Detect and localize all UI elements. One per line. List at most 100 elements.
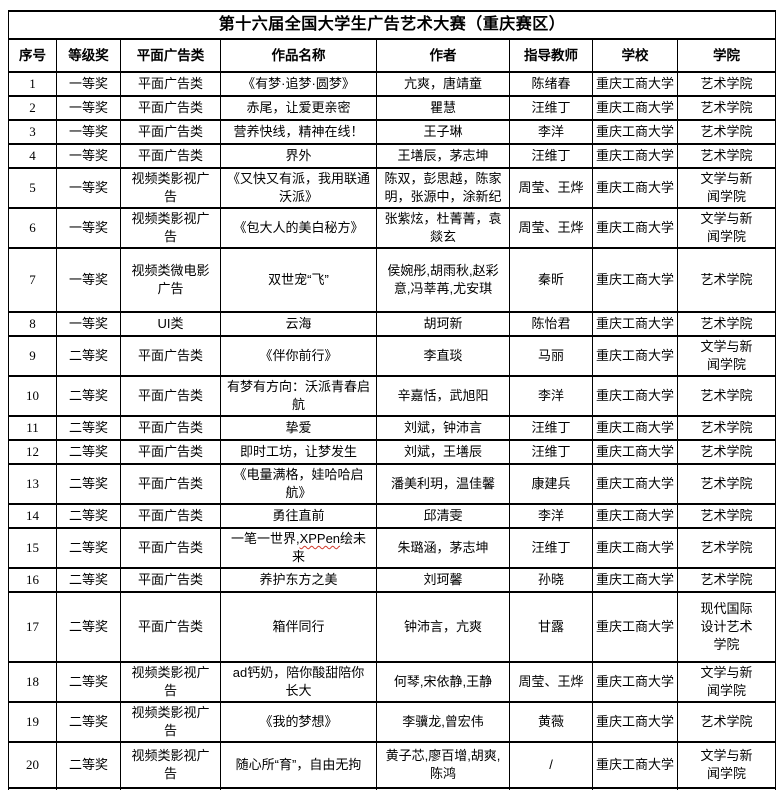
cell-authors: 陈双，彭思越，陈家明，张源中，涂新纪 [376,167,510,209]
cell-award: 一等奖 [56,95,121,121]
cell-advisor: 周莹、王烨 [509,207,593,249]
cell-award: 一等奖 [56,143,121,169]
cell-work: 养护东方之美 [220,567,377,593]
cell-category: 平面广告类 [120,95,221,121]
table-row: 5 一等奖 视频类影视广告 《又快又有派，我用联通沃派》 陈双，彭思越，陈家明，张源中，… [8,167,777,209]
cell-college: 艺术学院 [676,527,777,569]
table-row: 17 二等奖 平面广告类 箱伴同行 钟沛言，亢爽 甘露 重庆工商大学 现代国际设计艺术学院 [8,591,777,663]
cell-advisor: 李洋 [509,375,593,417]
table-row: 7 一等奖 视频类微电影广告 双世宠“飞” 侯婉彤,胡雨秋,赵彩意,冯莘苒,尤安琪 秦昕重… [8,247,777,313]
cell-no: 9 [8,335,57,377]
cell-award: 二等奖 [56,415,121,441]
cell-authors: 黄子芯,廖百增,胡爽,陈鸿 [376,741,510,789]
cell-advisor: 陈绪春 [509,71,593,97]
cell-school: 重庆工商大学 [592,207,678,249]
cell-category: 平面广告类 [120,567,221,593]
cell-advisor: 汪维丁 [509,95,593,121]
cell-advisor: 甘露 [509,591,593,663]
cell-work: 一笔一世界,XPPen绘未来 [220,527,377,569]
column-header-work: 作品名称 [220,38,377,73]
cell-authors: 何琴,宋依静,王静 [376,661,510,703]
cell-work: 随心所“育”，自由无拘 [220,741,377,789]
cell-category: 平面广告类 [120,375,221,417]
cell-school: 重庆工商大学 [592,375,678,417]
cell-no: 1 [8,71,57,97]
cell-authors: 亢爽，唐靖童 [376,71,510,97]
cell-no: 13 [8,463,57,505]
cell-school: 重庆工商大学 [592,503,678,529]
cell-award: 二等奖 [56,375,121,417]
cell-category: 平面广告类 [120,439,221,465]
cell-award: 一等奖 [56,247,121,313]
table-row: 4 一等奖 平面广告类 界外 王墡辰，茅志坤 汪维丁 重庆工商大学 艺术学院 [8,143,777,169]
title-row: 第十六届全国大学生广告艺术大赛（重庆赛区） [7,10,777,40]
cell-college: 艺术学院 [676,119,777,145]
cell-work: 箱伴同行 [220,591,377,663]
cell-award: 二等奖 [56,567,121,593]
cell-award: 二等奖 [56,503,121,529]
table-row: 8 一等奖 UI类 云海 胡珂新 陈怡君 重庆工商大学 艺术学院 [8,311,777,337]
cell-category: 平面广告类 [120,143,221,169]
table-row: 1 一等奖 平面广告类 《有梦·追梦·圆梦》 亢爽，唐靖童 陈绪春 重庆工商大学 艺术学院 [8,71,777,97]
cell-category: UI类 [120,311,221,337]
cell-category: 平面广告类 [120,335,221,377]
cell-college: 文学与新闻学院 [676,741,777,789]
cell-category: 平面广告类 [120,415,221,441]
cell-school: 重庆工商大学 [592,439,678,465]
cell-school: 重庆工商大学 [592,661,678,703]
cell-college: 艺术学院 [676,311,777,337]
misspelled-word: XPPen [299,531,341,546]
cell-award: 二等奖 [56,463,121,505]
cell-advisor: 陈怡君 [509,311,593,337]
column-header-college: 学院 [676,38,777,73]
cell-award: 一等奖 [56,119,121,145]
table-row: 16 二等奖 平面广告类 养护东方之美 刘珂馨 孙晓 重庆工商大学 艺术学院 [8,567,777,593]
cell-category: 视频类影视广告 [120,741,221,789]
cell-work: 界外 [220,143,377,169]
cell-advisor: 汪维丁 [509,415,593,441]
cell-school: 重庆工商大学 [592,527,678,569]
table-row: 14 二等奖 平面广告类 勇往直前 邱清雯 李洋 重庆工商大学 艺术学院 [8,503,777,529]
page-title: 第十六届全国大学生广告艺术大赛（重庆赛区） [7,10,777,40]
cell-authors: 潘美利玥，温佳馨 [376,463,510,505]
cell-authors: 刘珂馨 [376,567,510,593]
cell-category: 视频类影视广告 [120,701,221,743]
cell-award: 一等奖 [56,311,121,337]
cell-advisor: 李洋 [509,503,593,529]
cell-work: 勇往直前 [220,503,377,529]
cell-no: 18 [8,661,57,703]
cell-advisor: 李洋 [509,119,593,145]
cell-authors: 朱璐涵，茅志坤 [376,527,510,569]
cell-no: 3 [8,119,57,145]
cell-school: 重庆工商大学 [592,119,678,145]
cell-authors: 王子琳 [376,119,510,145]
cell-authors: 侯婉彤,胡雨秋,赵彩意,冯莘苒,尤安琪 [376,247,510,313]
cell-authors: 邱清雯 [376,503,510,529]
table-row: 9 二等奖 平面广告类 《伴你前行》 李直琰 马丽 重庆工商大学 文学与新闻学院 [8,335,777,377]
cell-work: 挚爱 [220,415,377,441]
cell-college: 艺术学院 [676,503,777,529]
table-row: 11 二等奖 平面广告类 挚爱 刘斌，钟沛言 汪维丁 重庆工商大学 艺术学院 [8,415,777,441]
header-row: 序号 等级奖 平面广告类 作品名称 作者 指导教师 学校 学院 [8,38,777,73]
cell-college: 艺术学院 [676,415,777,441]
table-row: 6 一等奖 视频类影视广告 《包大人的美白秘方》 张紫炫，杜菁菁，袁燚玄 周莹、王烨 重庆工… [8,207,777,249]
table-row: 15 二等奖 平面广告类 一笔一世界,XPPen绘未来 朱璐涵，茅志坤 汪维丁 重庆工商大学… [8,527,777,569]
cell-category: 视频类影视广告 [120,661,221,703]
cell-school: 重庆工商大学 [592,95,678,121]
cell-authors: 钟沛言，亢爽 [376,591,510,663]
cell-work: 双世宠“飞” [220,247,377,313]
cell-college: 艺术学院 [676,375,777,417]
cell-work: 即时工坊，让梦发生 [220,439,377,465]
table-row: 20 二等奖 视频类影视广告 随心所“育”，自由无拘 黄子芯,廖百增,胡爽,陈鸿 / 重庆工… [8,741,777,789]
award-results-table: 第十六届全国大学生广告艺术大赛（重庆赛区） 序号 等级奖 平面广告类 作品名称 作者 指导… [7,10,777,790]
cell-authors: 刘斌，王墡辰 [376,439,510,465]
cell-authors: 瞿慧 [376,95,510,121]
cell-no: 19 [8,701,57,743]
table-row: 3 一等奖 平面广告类 营养快线，精神在线！ 王子琳 李洋 重庆工商大学 艺术学院 [8,119,777,145]
cell-work: 《有梦·追梦·圆梦》 [220,71,377,97]
cell-category: 平面广告类 [120,463,221,505]
cell-school: 重庆工商大学 [592,167,678,209]
cell-school: 重庆工商大学 [592,311,678,337]
cell-school: 重庆工商大学 [592,591,678,663]
